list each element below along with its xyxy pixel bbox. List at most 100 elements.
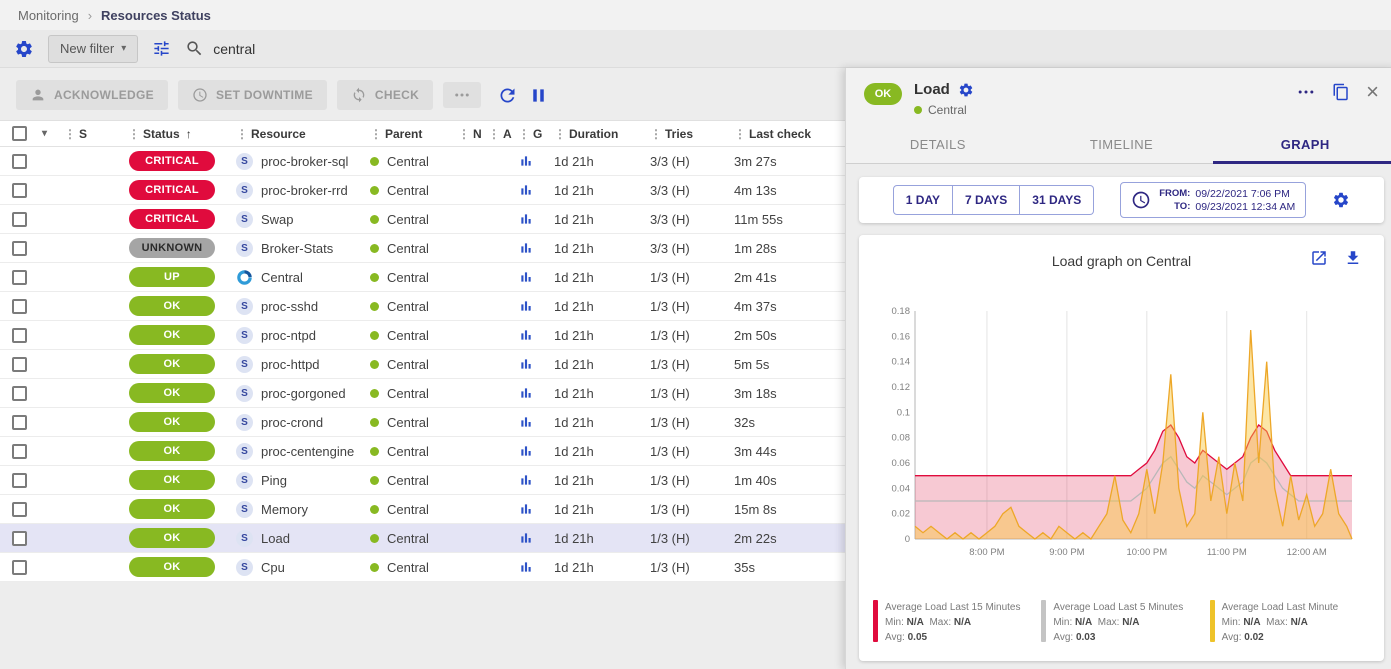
graph-icon[interactable] xyxy=(518,298,534,314)
more-actions-button[interactable] xyxy=(443,82,482,108)
graph-icon[interactable] xyxy=(518,414,534,430)
column-header-parent[interactable]: ⋮ Parent xyxy=(370,126,423,141)
filter-settings-gear-icon[interactable] xyxy=(14,39,34,59)
column-header-severity[interactable]: ⋮ S xyxy=(64,126,88,141)
graph-icon[interactable] xyxy=(518,356,534,372)
column-grip-icon: ⋮ xyxy=(128,126,140,141)
row-checkbox[interactable] xyxy=(12,530,27,546)
table-row[interactable]: UNKNOWN S Broker-Stats Central 1d 21h 3/3 (H)… xyxy=(0,234,845,263)
status-badge: OK xyxy=(129,557,215,577)
column-header-g[interactable]: ⋮ G xyxy=(518,126,543,141)
tab-timeline[interactable]: TIMELINE xyxy=(1089,137,1154,152)
legend-item[interactable]: Average Load Last Minute Min: N/A Max: N/… xyxy=(1209,600,1370,645)
row-checkbox[interactable] xyxy=(12,153,27,169)
period-7-days-button[interactable]: 7 DAYS xyxy=(953,185,1021,215)
download-icon[interactable] xyxy=(1344,249,1362,267)
tab-graph[interactable]: GRAPH xyxy=(1213,126,1391,164)
table-row[interactable]: OK S Memory Central 1d 21h 1/3 (H) 15m 8s xyxy=(0,495,845,524)
graph-icon[interactable] xyxy=(518,472,534,488)
row-checkbox[interactable] xyxy=(12,327,27,343)
graph-icon[interactable] xyxy=(518,211,534,227)
graph-icon[interactable] xyxy=(518,530,534,546)
graph-settings-gear-icon[interactable] xyxy=(1332,191,1350,209)
acknowledge-button[interactable]: ACKNOWLEDGE xyxy=(16,80,168,110)
period-31-days-button[interactable]: 31 DAYS xyxy=(1020,185,1095,215)
open-in-new-icon[interactable] xyxy=(1310,249,1328,267)
column-header-tries[interactable]: ⋮ Tries xyxy=(650,126,694,141)
copy-link-icon[interactable] xyxy=(1332,83,1350,101)
row-checkbox[interactable] xyxy=(12,211,27,227)
severity-cell xyxy=(64,437,108,465)
refresh-icon xyxy=(500,88,515,102)
column-header-status[interactable]: ⋮ Status ↑ xyxy=(128,126,192,141)
close-panel-icon[interactable]: × xyxy=(1366,79,1379,104)
graph-icon[interactable] xyxy=(518,559,534,575)
tries-cell: 1/3 (H) xyxy=(650,443,690,459)
column-header-a[interactable]: ⋮ A xyxy=(488,126,512,141)
resource-settings-gear-icon[interactable] xyxy=(958,82,974,98)
tab-details[interactable]: DETAILS xyxy=(909,137,966,152)
legend-item[interactable]: Average Load Last 5 Minutes Min: N/A Max:… xyxy=(1041,600,1201,645)
severity-cell xyxy=(64,147,108,175)
row-checkbox[interactable] xyxy=(12,559,27,575)
row-checkbox[interactable] xyxy=(12,269,27,285)
row-checkbox[interactable] xyxy=(12,443,27,459)
parent-status-dot xyxy=(370,243,379,253)
legend-item[interactable]: Average Load Last 15 Minutes Min: N/A Max… xyxy=(873,600,1033,645)
row-checkbox[interactable] xyxy=(12,240,27,256)
row-checkbox[interactable] xyxy=(12,414,27,430)
date-range-picker[interactable]: FROM: 09/22/2021 7:06 PM TO: 09/23/2021 … xyxy=(1120,182,1307,218)
graph-icon[interactable] xyxy=(518,443,534,459)
panel-header: OK Load Central xyxy=(846,68,1391,126)
svg-text:0: 0 xyxy=(905,534,910,545)
filter-tune-icon[interactable] xyxy=(152,39,171,58)
refresh-button[interactable] xyxy=(497,85,518,106)
table-row[interactable]: UP Central Central 1d 21h 1/3 (H) 2m 41s xyxy=(0,263,845,292)
graph-icon[interactable] xyxy=(518,501,534,517)
panel-more-icon[interactable] xyxy=(1296,82,1316,102)
pause-autorefresh-button[interactable] xyxy=(528,85,549,106)
graph-icon[interactable] xyxy=(518,182,534,198)
graph-icon[interactable] xyxy=(518,153,534,169)
table-row[interactable]: OK S Cpu Central 1d 21h 1/3 (H) 35s xyxy=(0,553,845,582)
new-filter-dropdown[interactable]: New filter ▾ xyxy=(48,34,139,63)
graph-icon[interactable] xyxy=(518,327,534,343)
row-checkbox[interactable] xyxy=(12,356,27,372)
check-button[interactable]: CHECK xyxy=(336,80,434,110)
row-checkbox[interactable] xyxy=(12,385,27,401)
resource-name: proc-sshd xyxy=(261,298,319,314)
duration-cell: 1d 21h xyxy=(554,385,594,401)
parent-name: Central xyxy=(387,414,429,430)
graph-icon[interactable] xyxy=(518,385,534,401)
row-checkbox[interactable] xyxy=(12,472,27,488)
column-header-last-check[interactable]: ⋮ Last check xyxy=(734,126,812,141)
set-downtime-button[interactable]: SET DOWNTIME xyxy=(177,80,327,110)
column-header-duration[interactable]: ⋮ Duration xyxy=(554,126,619,141)
table-row[interactable]: CRITICAL S Swap Central 1d 21h 3/3 (H) 11m 55s xyxy=(0,205,845,234)
column-header-n[interactable]: ⋮ N xyxy=(458,126,482,141)
svg-text:0.18: 0.18 xyxy=(892,306,911,317)
row-checkbox[interactable] xyxy=(12,501,27,517)
select-all-checkbox[interactable] xyxy=(12,126,27,141)
period-1-day-button[interactable]: 1 DAY xyxy=(892,185,954,215)
row-checkbox[interactable] xyxy=(12,182,27,198)
column-header-resource[interactable]: ⋮ Resource xyxy=(236,126,306,141)
parent-name: Central xyxy=(387,472,429,488)
breadcrumb-item-monitoring[interactable]: Monitoring xyxy=(18,7,79,23)
graph-icon[interactable] xyxy=(518,240,534,256)
select-menu-caret-icon[interactable]: ▾ xyxy=(42,128,48,139)
row-checkbox[interactable] xyxy=(12,298,27,314)
service-icon: S xyxy=(236,210,253,228)
search-input[interactable] xyxy=(213,40,634,57)
table-row[interactable]: OK S Ping Central 1d 21h 1/3 (H) 1m 40s xyxy=(0,466,845,495)
graph-icon[interactable] xyxy=(518,269,534,285)
table-row[interactable]: OK S Load Central 1d 21h 1/3 (H) 2m 22s xyxy=(0,524,845,553)
